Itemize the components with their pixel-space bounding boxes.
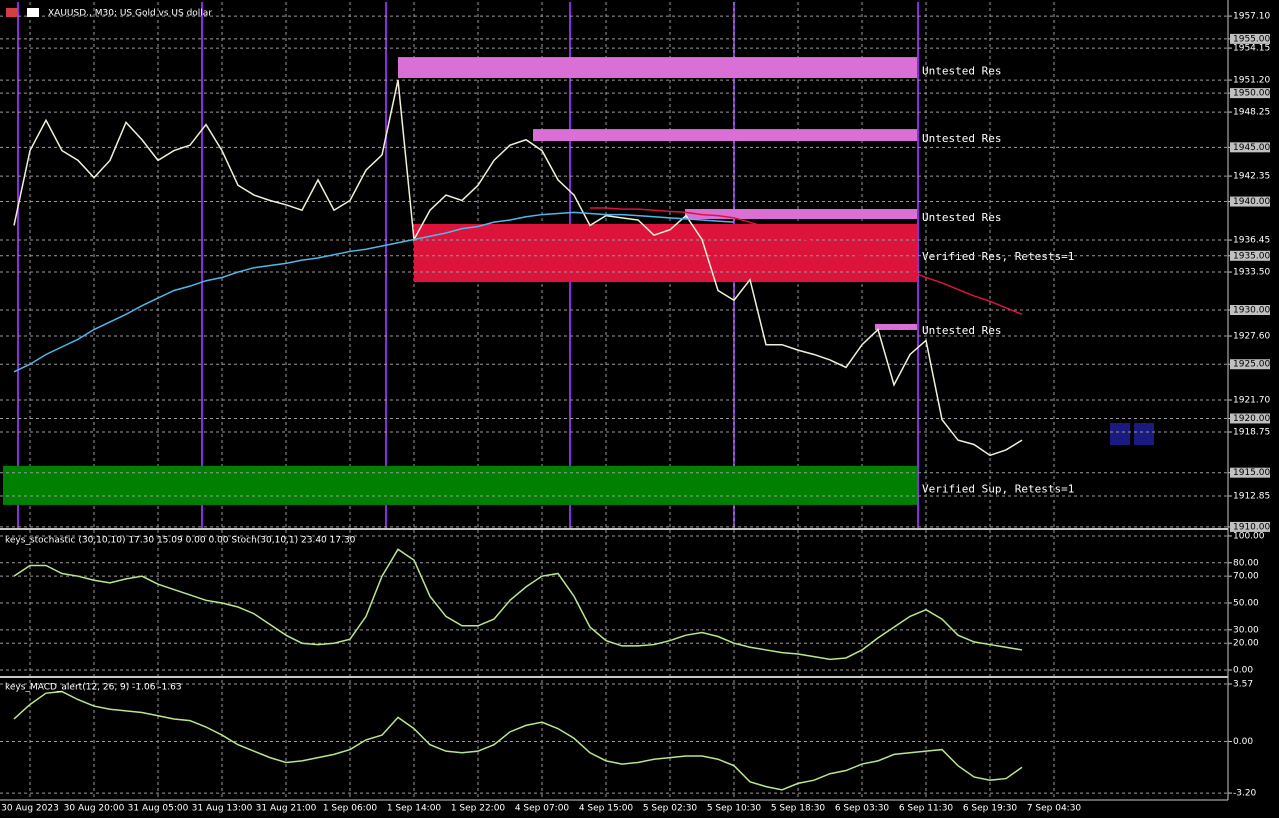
x-tick-label: 31 Aug 13:00 (192, 804, 253, 814)
y-tick-label: 1948.25 (1233, 108, 1270, 118)
y-tick-label: 1950.00 (1233, 89, 1270, 99)
zone (3, 465, 917, 505)
x-tick-label: 1 Sep 22:00 (451, 804, 506, 814)
x-tick-label: 30 Aug 20:00 (64, 804, 125, 814)
y-tick-label: 1936.45 (1233, 236, 1270, 246)
x-tick-label: 5 Sep 18:30 (771, 804, 826, 814)
x-tick-label: 6 Sep 11:30 (899, 804, 954, 814)
y-tick-label: 1942.35 (1233, 172, 1270, 182)
y-tick-label: 1935.00 (1233, 251, 1270, 261)
zone-label: Untested Res (922, 65, 1001, 78)
x-tick-label: 30 Aug 2023 (1, 804, 59, 814)
y-tick-label: 1912.85 (1233, 492, 1270, 502)
x-tick-label: 4 Sep 07:00 (515, 804, 570, 814)
y-tick-label: 50.00 (1233, 599, 1259, 609)
indicator-title: keys_stochastic (30,10,10) 17.30 15.09 0… (5, 536, 356, 546)
x-tick-label: 5 Sep 10:30 (707, 804, 762, 814)
y-tick-label: 1921.70 (1233, 396, 1270, 406)
y-tick-label: 1957.10 (1233, 12, 1270, 22)
x-tick-label: 1 Sep 06:00 (323, 804, 378, 814)
y-tick-label: 3.57 (1233, 679, 1253, 689)
zone (875, 323, 917, 330)
price-box (1230, 413, 1270, 424)
x-tick-label: 6 Sep 19:30 (963, 804, 1018, 814)
y-tick-label: 1940.00 (1233, 197, 1270, 207)
series-line (13, 548, 1023, 661)
y-tick-label: 0.00 (1233, 737, 1253, 747)
x-tick-label: 6 Sep 03:30 (835, 804, 890, 814)
y-tick-label: 70.00 (1233, 572, 1259, 582)
y-tick-label: 1915.00 (1233, 468, 1270, 478)
y-tick-label: 80.00 (1233, 558, 1259, 568)
marker-box (1134, 423, 1154, 445)
y-tick-label: 1945.00 (1233, 143, 1270, 153)
y-tick-label: 1930.00 (1233, 306, 1270, 316)
y-tick-label: 1933.50 (1233, 268, 1270, 278)
x-tick-label: 5 Sep 02:30 (643, 804, 698, 814)
chart-title: XAUUSD., M30: US Gold vs US dollar (48, 9, 212, 19)
price-box (1230, 305, 1270, 316)
price-box (1230, 467, 1270, 478)
zone-label: Untested Res (922, 132, 1001, 145)
x-tick-label: 31 Aug 05:00 (128, 804, 189, 814)
y-tick-label: -3.20 (1233, 789, 1257, 799)
y-tick-label: 0.00 (1233, 666, 1253, 676)
y-tick-label: 1954.15 (1233, 44, 1270, 54)
y-tick-label: 30.00 (1233, 625, 1259, 635)
x-tick-label: 7 Sep 04:30 (1027, 804, 1082, 814)
chart-icon (27, 8, 39, 17)
zone-label: Untested Res (922, 324, 1001, 337)
y-tick-label: 1910.00 (1233, 522, 1270, 532)
zone-label: Untested Res (922, 211, 1001, 224)
x-tick-label: 31 Aug 21:00 (256, 804, 317, 814)
indicator-title: keys_MACD_alert(12, 26, 9) -1.06 -1.63 (5, 683, 182, 693)
y-tick-label: 1955.00 (1233, 34, 1270, 44)
series-line (13, 79, 1023, 457)
y-tick-label: 100.00 (1233, 531, 1265, 541)
x-tick-label: 1 Sep 14:00 (387, 804, 442, 814)
zone (398, 57, 917, 79)
zone (685, 209, 917, 220)
y-tick-label: 1920.00 (1233, 414, 1270, 424)
series-line (13, 211, 735, 373)
price-box (1230, 250, 1270, 261)
zone (414, 224, 917, 283)
y-tick-label: 1951.20 (1233, 76, 1270, 86)
price-box (1230, 88, 1270, 99)
y-tick-label: 1927.60 (1233, 332, 1270, 342)
price-box (1230, 359, 1270, 370)
zone (533, 129, 917, 142)
series-line (13, 690, 1023, 791)
zone-label: Verified Res, Retests=1 (922, 250, 1074, 263)
x-tick-label: 4 Sep 15:00 (579, 804, 634, 814)
price-box (1230, 33, 1270, 44)
y-tick-label: 20.00 (1233, 639, 1259, 649)
y-tick-label: 1918.75 (1233, 428, 1270, 438)
series-line (590, 207, 1023, 316)
price-box (1230, 521, 1270, 532)
price-box (1230, 142, 1270, 153)
y-tick-label: 1925.00 (1233, 360, 1270, 370)
zone-label: Verified Sup, Retests=1 (922, 482, 1074, 495)
price-box (1230, 196, 1270, 207)
flag-icon (6, 8, 18, 17)
marker-box (1110, 423, 1130, 445)
